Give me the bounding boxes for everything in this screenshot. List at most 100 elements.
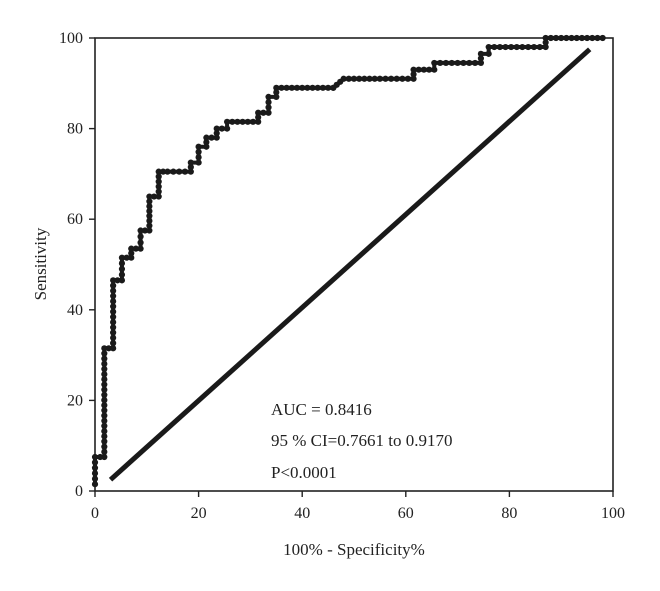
roc-point-170	[542, 39, 549, 46]
roc-point-159	[485, 43, 492, 51]
roc-point-177	[573, 34, 580, 42]
roc-point-27	[101, 350, 108, 357]
roc-point-22	[101, 376, 108, 383]
roc-point-19	[101, 391, 108, 398]
roc-point-118	[304, 84, 311, 91]
roc-point-182	[599, 34, 606, 42]
auc-annotation: AUC = 0.8416	[271, 400, 372, 419]
roc-point-14	[101, 417, 108, 424]
roc-point-83	[195, 159, 202, 166]
roc-point-57	[137, 233, 144, 240]
series-layer	[91, 34, 606, 488]
roc-point-89	[203, 134, 210, 141]
roc-point-81	[187, 164, 194, 171]
roc-point-105	[260, 109, 267, 116]
reference-line	[108, 47, 592, 482]
roc-point-37	[110, 308, 117, 315]
roc-point-145	[426, 66, 433, 73]
roc-point-146	[431, 66, 438, 73]
roc-point-77	[170, 168, 177, 175]
roc-point-63	[146, 212, 153, 220]
roc-point-18	[101, 396, 108, 404]
roc-point-26	[101, 355, 108, 362]
roc-point-65	[146, 203, 153, 210]
roc-point-8	[101, 448, 108, 455]
x-tick-label-2: 40	[294, 505, 310, 522]
roc-point-167	[530, 43, 538, 51]
roc-point-20	[101, 386, 108, 393]
roc-point-88	[203, 139, 210, 146]
roc-point-12	[101, 428, 108, 435]
roc-point-44	[114, 277, 121, 284]
roc-point-163	[508, 43, 515, 51]
roc-point-175	[563, 34, 570, 42]
roc-point-31	[110, 339, 117, 347]
chart-frame	[94, 37, 614, 492]
roc-point-100	[244, 118, 251, 125]
roc-point-112	[273, 84, 280, 91]
roc-point-99	[239, 118, 246, 125]
roc-point-58	[137, 227, 144, 234]
roc-point-143	[415, 66, 422, 73]
roc-point-109	[265, 93, 272, 100]
roc-point-174	[558, 34, 565, 42]
roc-point-103	[255, 114, 262, 121]
roc-point-25	[101, 360, 108, 367]
roc-point-38	[110, 303, 117, 310]
y-tick-label-1: 20	[67, 392, 83, 409]
roc-point-56	[137, 239, 144, 246]
x-axis-title: 100% - Specificity%	[283, 540, 425, 559]
x-tick-label-0: 0	[91, 505, 99, 522]
roc-point-110	[273, 93, 280, 100]
roc-point-181	[594, 34, 601, 42]
roc-point-28	[101, 345, 108, 352]
roc-point-156	[477, 55, 485, 62]
roc-point-85	[195, 148, 202, 156]
roc-point-10	[101, 438, 108, 445]
roc-point-2	[91, 470, 99, 477]
roc-point-142	[410, 66, 417, 73]
roc-point-139	[404, 75, 412, 82]
roc-point-64	[146, 208, 153, 215]
roc-point-113	[278, 84, 285, 91]
roc-point-55	[137, 245, 144, 252]
roc-point-102	[255, 118, 262, 125]
roc-point-3	[91, 464, 99, 471]
roc-point-106	[265, 109, 272, 116]
roc-point-149	[442, 59, 450, 67]
roc-point-168	[536, 43, 543, 51]
roc-point-104	[255, 109, 262, 116]
roc-point-15	[101, 412, 108, 419]
roc-point-98	[234, 118, 241, 125]
roc-point-127	[340, 75, 347, 82]
roc-point-23	[101, 371, 108, 378]
roc-point-74	[155, 168, 162, 175]
roc-point-165	[519, 43, 526, 51]
roc-point-171	[542, 34, 549, 42]
roc-point-69	[155, 193, 162, 200]
roc-point-51	[128, 254, 135, 261]
roc-point-78	[176, 168, 183, 175]
roc-point-93	[213, 125, 220, 132]
roc-point-84	[195, 154, 202, 161]
roc-point-72	[155, 178, 162, 185]
roc-point-96	[223, 118, 231, 125]
roc-point-128	[345, 75, 352, 82]
y-tick-label-0: 0	[75, 483, 83, 500]
roc-point-95	[223, 125, 231, 132]
roc-point-122	[325, 84, 332, 91]
roc-point-157	[477, 50, 485, 57]
roc-point-132	[366, 75, 373, 82]
roc-point-138	[399, 75, 406, 82]
roc-point-75	[160, 168, 167, 175]
roc-point-60	[146, 227, 153, 234]
roc-point-144	[420, 66, 428, 73]
roc-point-30	[110, 345, 117, 352]
roc-point-53	[128, 245, 135, 252]
roc-point-11	[101, 433, 108, 440]
roc-point-169	[542, 43, 549, 51]
p-value-annotation: P<0.0001	[271, 463, 337, 482]
x-tick-label-3: 60	[398, 505, 414, 522]
roc-point-154	[471, 59, 479, 67]
roc-point-47	[118, 265, 126, 273]
